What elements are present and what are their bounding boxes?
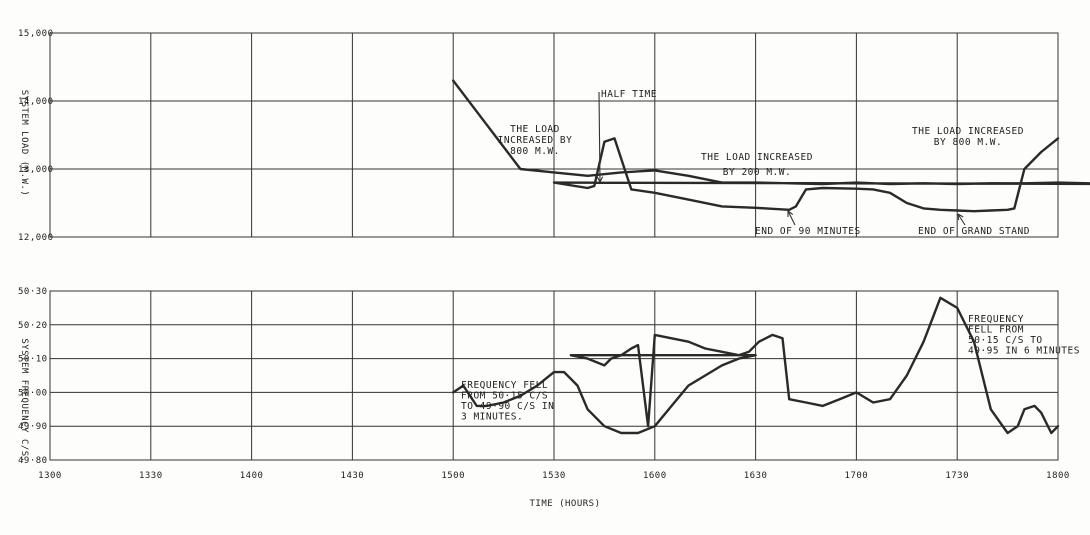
freq-series-line — [452, 296, 1060, 435]
annotation-freq-fell-b: 50·15 C/S TO — [968, 335, 1043, 346]
x-tick-label: 1600 — [643, 471, 667, 481]
annotation-freq-fell-a: FROM 50·15 C/S — [461, 391, 548, 402]
annotation-half-time: HALF TIME — [601, 89, 657, 100]
load-y-tick-label: 14,000 — [18, 97, 54, 107]
freq-y-tick-label: 50·10 — [18, 355, 48, 365]
annotation-freq-fell-b: FELL FROM — [968, 325, 1024, 336]
end-grand-arrow-line — [957, 213, 966, 226]
annotation-freq-fell-a: 3 MINUTES. — [461, 412, 523, 423]
x-tick-label: 1500 — [441, 471, 465, 481]
x-tick-label: 1700 — [845, 471, 869, 481]
end-90-arrow-line — [787, 210, 796, 226]
freq-y-tick-label: 50·00 — [18, 388, 48, 398]
load-y-tick-label: 12,000 — [18, 233, 54, 243]
load-y-tick-label: 13,000 — [18, 165, 54, 175]
annotation-end-90: END OF 90 MINUTES — [755, 226, 861, 237]
annotation-freq-fell-b: FREQUENCY — [968, 314, 1024, 325]
end-90-arrow-head — [787, 210, 794, 217]
x-tick-label: 1300 — [38, 471, 62, 481]
end-grand-arrow-head — [957, 213, 964, 221]
annotation-load-800-a: THE LOAD — [510, 124, 560, 135]
x-tick-label: 1430 — [341, 471, 365, 481]
load-series-line — [452, 79, 1090, 213]
half-time-arrow-head — [596, 176, 604, 183]
annotation-end-grand: END OF GRAND STAND — [918, 226, 1030, 237]
annotation-freq-fell-b: 49·95 IN 6 MINUTES — [968, 346, 1080, 357]
half-time-arrow-line — [598, 91, 601, 183]
freq-y-tick-label: 50·20 — [18, 321, 48, 331]
x-tick-label: 1630 — [744, 471, 768, 481]
freq-y-tick-label: 50·30 — [18, 287, 48, 297]
x-tick-label: 1730 — [945, 471, 969, 481]
x-tick-label: 1330 — [139, 471, 163, 481]
annotation-load-200: BY 200 M.W. — [723, 167, 791, 178]
annotation-freq-fell-a: FREQUENCY FELL — [461, 380, 548, 391]
load-y-axis-label: SYSTEM LOAD (M.W.) — [19, 90, 29, 197]
annotation-load-800-a: INCREASED BY — [498, 135, 573, 146]
x-tick-label: 1530 — [542, 471, 566, 481]
x-tick-label: 1800 — [1046, 471, 1070, 481]
annotation-load-800-a: 800 M.W. — [510, 146, 560, 157]
x-tick-label: 1400 — [240, 471, 264, 481]
freq-y-tick-label: 49·90 — [18, 422, 48, 432]
annotation-load-800-b: BY 800 M.W. — [934, 137, 1002, 148]
annotation-load-200: THE LOAD INCREASED — [701, 152, 813, 163]
freq-y-tick-label: 49·80 — [18, 456, 48, 466]
annotation-load-800-b: THE LOAD INCREASED — [912, 126, 1024, 137]
x-axis-label: TIME (HOURS) — [529, 499, 600, 509]
annotation-freq-fell-a: TO 49·90 C/S IN — [461, 401, 554, 412]
load-y-tick-label: 15,000 — [18, 29, 54, 39]
freq-y-axis-label: SYSTEM FREQUENCY C/S. — [19, 338, 29, 462]
